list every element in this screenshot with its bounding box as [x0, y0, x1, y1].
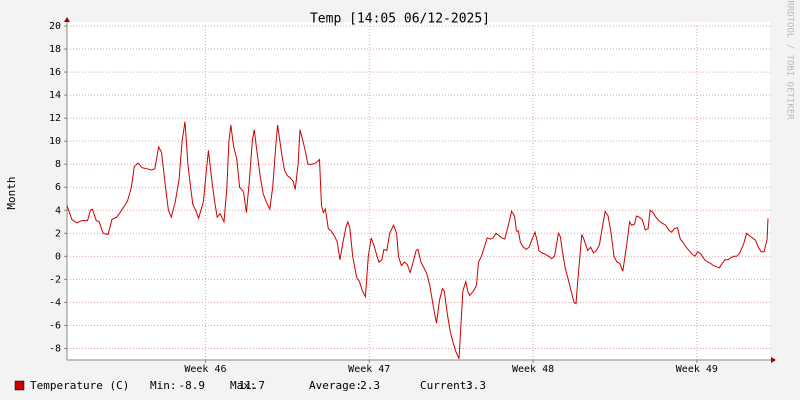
stat-label: Average:: [309, 379, 362, 392]
y-tick-label: -8: [49, 343, 61, 354]
x-tick-label: Week 49: [676, 364, 718, 375]
y-tick-label: 18: [49, 44, 61, 55]
legend-label: Temperature (C): [30, 379, 129, 392]
y-tick-label: 10: [49, 136, 61, 147]
y-tick-label: 6: [55, 182, 61, 193]
y-tick-label: 20: [49, 21, 61, 32]
data-line: [66, 121, 769, 359]
x-axis-arrow: [771, 357, 776, 363]
y-tick-label: 12: [49, 113, 61, 124]
y-tick-label: 16: [49, 67, 61, 78]
stat-value: 11.7: [239, 379, 266, 392]
stat-value: 2.3: [360, 379, 380, 392]
x-tick-label: Week 48: [512, 364, 554, 375]
stat-label: Min:: [150, 379, 177, 392]
y-tick-label: 0: [55, 251, 61, 262]
chart-title: Temp [14:05 06/12-2025]: [310, 12, 490, 27]
side-text: RRDTOOL / TOBI OETIKER: [785, 0, 795, 120]
y-tick-label: 4: [55, 205, 61, 216]
y-tick-label: 14: [49, 90, 61, 101]
stat-value: 3.3: [466, 379, 486, 392]
y-tick-label: 2: [55, 228, 61, 239]
y-tick-label: -4: [49, 297, 61, 308]
y-axis-arrow: [64, 17, 70, 22]
y-axis-label: Month: [5, 176, 18, 209]
y-tick-label: -6: [49, 320, 61, 331]
stat-label: Max:: [230, 379, 257, 392]
plot-area: [67, 22, 770, 360]
x-tick-label: Week 46: [184, 364, 226, 375]
y-tick-label: 8: [55, 159, 61, 170]
legend-swatch: [14, 380, 25, 391]
stat-label: Current:: [420, 379, 473, 392]
y-tick-label: -2: [49, 274, 61, 285]
x-tick-label: Week 47: [348, 364, 390, 375]
stat-value: -8.9: [179, 379, 206, 392]
